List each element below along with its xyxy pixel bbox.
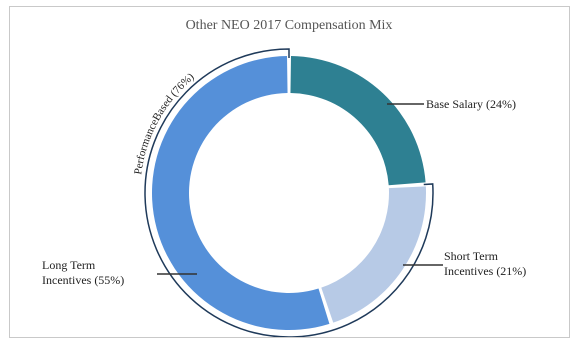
donut-slices — [151, 56, 426, 331]
slice-short-term-incentives — [321, 186, 426, 323]
slice-label-base-salary: Base Salary (24%) — [426, 97, 516, 111]
chart-title: Other NEO 2017 Compensation Mix — [186, 18, 393, 33]
donut-chart: Other NEO 2017 Compensation Mix Performa… — [42, 18, 526, 337]
chart-frame: Other NEO 2017 Compensation Mix Performa… — [9, 6, 570, 338]
slice-label-line2-long-term-incentives: Incentives (55%) — [42, 273, 124, 287]
slice-label-line2-short-term-incentives: Incentives (21%) — [444, 264, 526, 278]
slice-base-salary — [290, 56, 426, 186]
slice-label-short-term-incentives: Short Term — [444, 249, 499, 263]
slice-label-long-term-incentives: Long Term — [42, 258, 96, 272]
slice-long-term-incentives — [151, 56, 330, 331]
bracket-line — [144, 48, 434, 337]
